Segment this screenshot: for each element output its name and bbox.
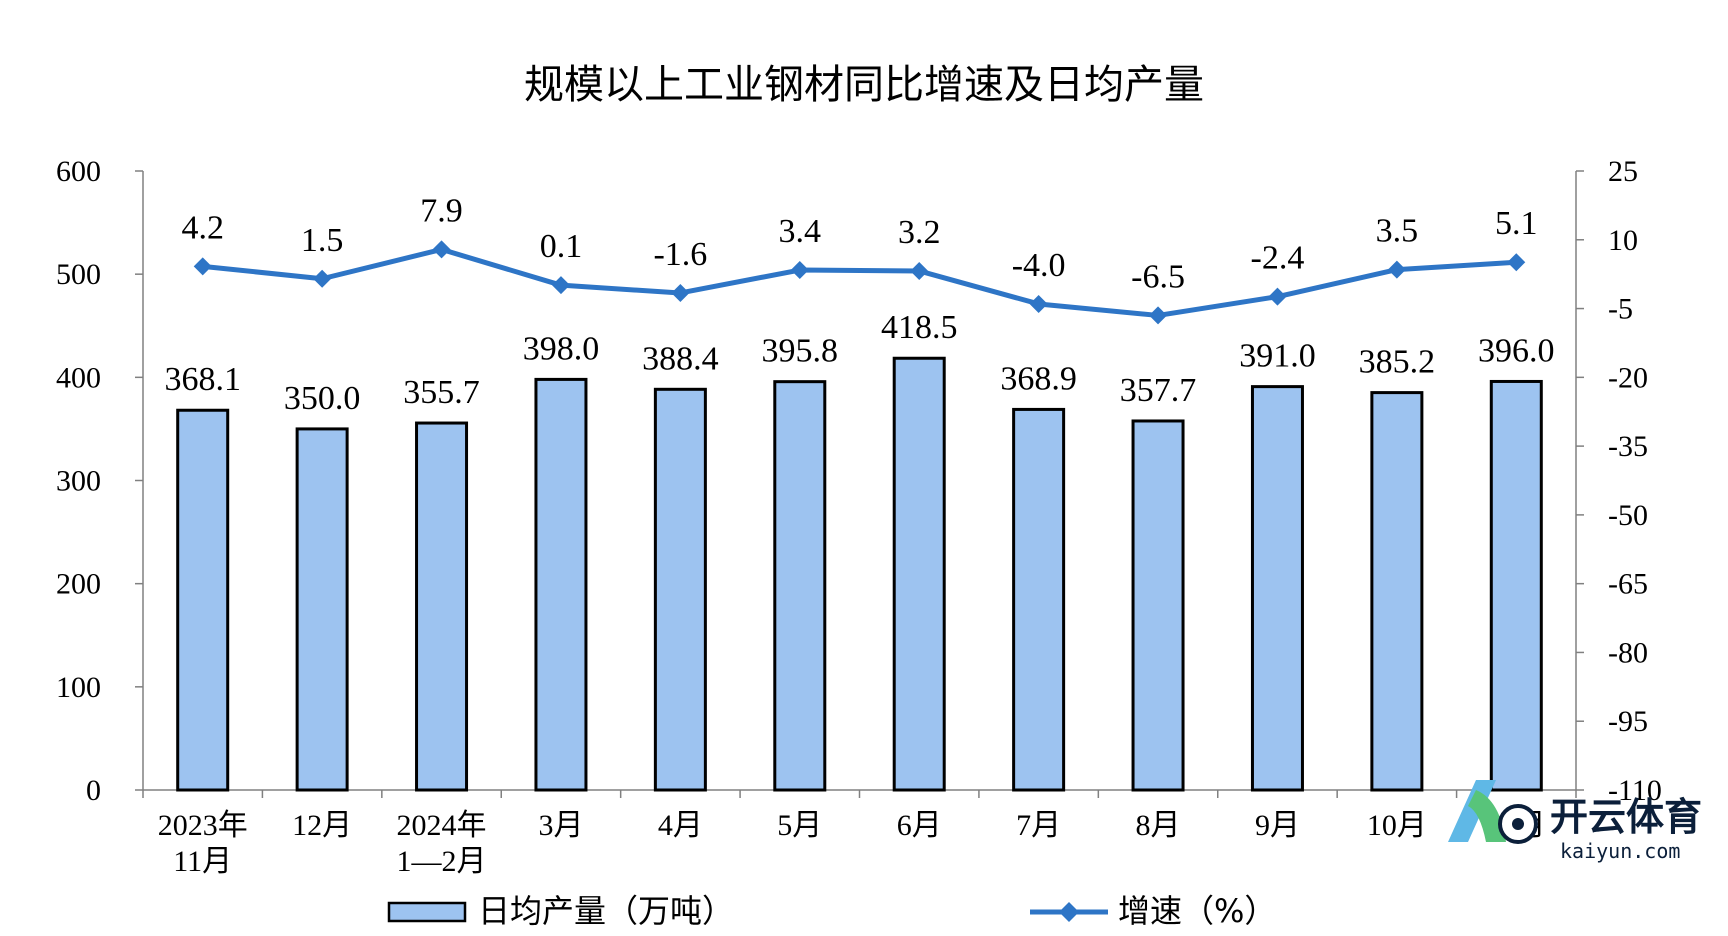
y-left-tick-label: 100 (56, 671, 101, 704)
x-tick-label: 3月 (538, 809, 583, 842)
legend: 日均产量（万吨） 增速（%） (387, 892, 1276, 930)
line-point-marker (193, 257, 212, 276)
line-point-marker (313, 269, 332, 288)
y-right-tick-label: -20 (1608, 361, 1648, 394)
watermark-text-cn: 开云体育 (1550, 795, 1702, 839)
bar-value-label: 391.0 (1239, 338, 1316, 375)
bar (1012, 407, 1066, 792)
bar-value-label: 368.9 (1000, 360, 1077, 397)
bar-value-label: 368.1 (164, 361, 241, 398)
bar (1370, 391, 1424, 792)
y-left-tick-label: 300 (56, 465, 101, 498)
bar (1489, 379, 1543, 792)
y-right-tick-label: -110 (1608, 774, 1662, 807)
line-value-label: 3.2 (898, 214, 941, 251)
x-tick-label: 10月 (1367, 809, 1427, 842)
y-left-tick-label: 0 (86, 774, 101, 807)
bar (534, 377, 588, 792)
x-tick-label: 6月 (897, 809, 942, 842)
line-point-marker (671, 283, 690, 302)
x-tick-label: 11月 (173, 845, 232, 878)
data-labels: 368.1 350.0 355.7 398.0 388.4 395.8 418.5 368.9… (164, 192, 1554, 417)
x-tick-label: 4月 (658, 809, 703, 842)
bar (415, 421, 469, 792)
line-value-label: -2.4 (1251, 240, 1305, 277)
line-point-marker (1387, 260, 1406, 279)
bar (653, 387, 707, 792)
bar-series (176, 356, 1543, 792)
line-point-marker (551, 276, 570, 295)
line-value-label: -6.5 (1131, 258, 1185, 295)
x-tick-label: 5月 (777, 809, 822, 842)
legend-bar-label: 日均产量（万吨） (478, 892, 734, 930)
axes: 0 100 200 300 400 500 600 -110 -95 -80 -65 -50 -35 -2… (56, 155, 1662, 807)
x-tick-label: 2024年 (397, 809, 487, 842)
bar-value-label: 355.7 (403, 374, 480, 411)
x-tick-label: 7月 (1016, 809, 1061, 842)
line-point-marker (790, 261, 809, 280)
line-point-marker (1149, 306, 1168, 325)
line-value-label: 0.1 (540, 228, 583, 265)
y-left-tick-label: 200 (56, 568, 101, 601)
line-value-label: -4.0 (1012, 247, 1066, 284)
x-tick-label: 8月 (1136, 809, 1181, 842)
legend-line-label: 增速（%） (1118, 892, 1276, 930)
line-value-label: -1.6 (653, 236, 707, 273)
line-value-label: 3.5 (1376, 213, 1419, 250)
bar (1131, 419, 1185, 792)
line-point-marker (1507, 253, 1526, 272)
bar (295, 427, 349, 792)
legend-bar-swatch (387, 901, 467, 923)
bar-value-label: 398.0 (523, 330, 600, 367)
y-left-tick-label: 600 (56, 155, 101, 188)
bar-value-label: 357.7 (1120, 372, 1197, 409)
growth-line (202, 246, 1517, 318)
chart-title: 规模以上工业钢材同比增速及日均产量 (524, 62, 1204, 108)
y-right-tick-label: -80 (1608, 636, 1648, 669)
watermark-text-en: kaiyun.com (1560, 839, 1680, 863)
line-point-marker (432, 240, 451, 259)
watermark-logo-icon (1448, 780, 1538, 844)
line-point-marker (1029, 294, 1048, 313)
x-tick-label: 2023年 (158, 809, 248, 842)
y-left-tick-label: 400 (56, 361, 101, 394)
line-value-label: 7.9 (420, 192, 463, 229)
bar-value-label: 395.8 (762, 333, 839, 370)
bar-value-label: 350.0 (284, 380, 361, 417)
bar (892, 356, 946, 792)
line-value-label: 3.4 (779, 213, 822, 250)
x-tick-label: 9月 (1255, 809, 1300, 842)
bar-value-label: 385.2 (1359, 344, 1436, 381)
y-left-tick-label: 500 (56, 258, 101, 291)
line-point-marker (910, 261, 929, 280)
bar-value-label: 418.5 (881, 309, 958, 346)
watermark: 开云体育 kaiyun.com (1448, 780, 1702, 863)
y-right-tick-label: -5 (1608, 293, 1633, 326)
y-right-tick-label: -65 (1608, 568, 1648, 601)
line-value-label: 1.5 (301, 222, 344, 259)
line-value-label: 5.1 (1495, 205, 1538, 242)
x-tick-label: 1—2月 (397, 845, 487, 878)
legend-line-marker (1059, 902, 1079, 922)
bar (176, 408, 230, 792)
y-right-tick-label: -50 (1608, 499, 1648, 532)
bar-value-label: 388.4 (642, 340, 719, 377)
y-right-tick-label: -95 (1608, 705, 1648, 738)
bar (773, 380, 827, 792)
line-point-marker (1268, 287, 1287, 306)
x-tick-label: 12月 (292, 809, 352, 842)
line-series (193, 240, 1526, 325)
bar (1250, 385, 1304, 792)
line-value-label: 4.2 (181, 209, 224, 246)
y-right-tick-label: -35 (1608, 430, 1648, 463)
y-right-tick-label: 10 (1608, 224, 1638, 257)
y-right-tick-label: 25 (1608, 155, 1638, 188)
bar-value-label: 396.0 (1478, 332, 1555, 369)
